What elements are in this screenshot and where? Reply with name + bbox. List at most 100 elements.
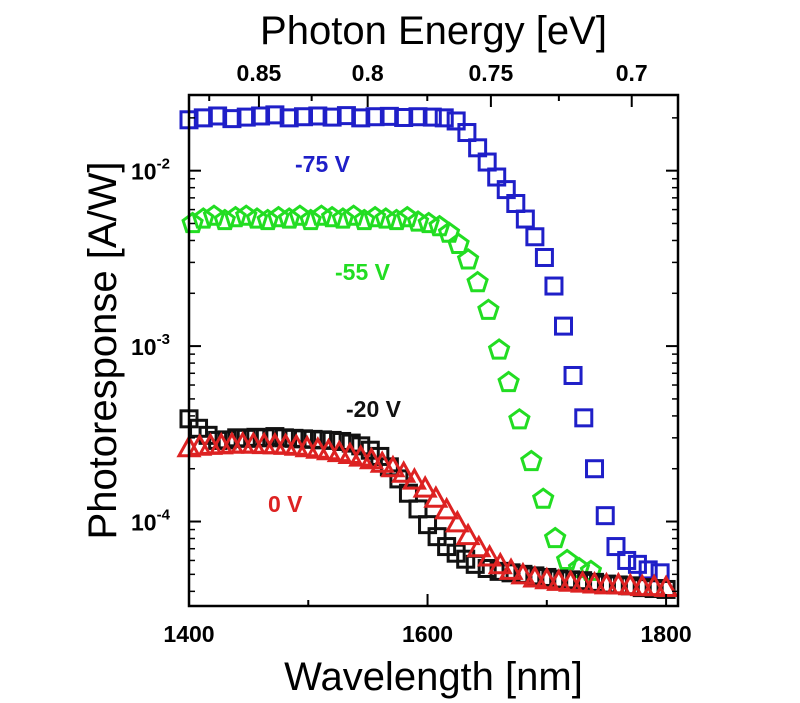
- point-pentagon-55vv: [477, 298, 500, 320]
- x-tick-label: 1400: [163, 621, 214, 647]
- y-tick-label: 10-4: [131, 507, 171, 536]
- point-square-75vv: [379, 106, 399, 126]
- point-pentagon-55vv: [555, 548, 579, 570]
- point-square-75vv: [193, 108, 213, 128]
- point-triangle-0vv: [641, 573, 667, 597]
- point-triangle-0vv: [326, 439, 352, 463]
- point-triangle-0vv: [401, 467, 427, 490]
- point-square-75vv: [279, 108, 299, 128]
- point-pentagon-55vv: [487, 338, 511, 360]
- point-pentagon-55vv: [456, 248, 480, 270]
- point-square-75vv: [574, 408, 594, 428]
- point-pentagon-55vv: [181, 211, 204, 234]
- x-axis-title: Wavelength [nm]: [284, 655, 583, 699]
- point-triangle-0vv: [358, 446, 385, 470]
- point-triangle-0vv: [337, 441, 363, 464]
- axes: 1400 1600 1800 0.85 0.8 0.75 0.7 10-4 10-3 10-2: [131, 60, 692, 647]
- point-triangle-0vv: [629, 573, 655, 597]
- point-square-75vv: [544, 276, 564, 296]
- point-square-75vv: [336, 106, 356, 126]
- x2-tick-label: 0.7: [616, 60, 648, 86]
- series-label: -55 V: [335, 259, 391, 285]
- point-square-75vv: [617, 550, 637, 570]
- point-square-75vv: [422, 107, 442, 127]
- point-triangle-0vv: [558, 569, 584, 592]
- point-triangle-0vv: [487, 551, 513, 575]
- point-square-20vv: [456, 549, 476, 569]
- point-square-20vv: [351, 436, 371, 456]
- point-square-75vv: [236, 107, 256, 127]
- point-square-75vv: [322, 107, 342, 127]
- point-triangle-0vv: [534, 566, 560, 590]
- point-pentagon-55vv: [267, 205, 290, 228]
- point-square-20vv: [418, 515, 438, 535]
- point-square-75vv: [394, 107, 414, 127]
- point-pentagon-55vv: [224, 205, 247, 228]
- plot-area-frame: [187, 93, 680, 608]
- point-pentagon-55vv: [508, 407, 531, 430]
- point-square-75vv: [293, 107, 313, 127]
- point-triangle-0vv: [522, 564, 548, 588]
- point-triangle-0vv: [570, 569, 596, 593]
- point-square-20vv: [427, 527, 447, 547]
- point-square-75vv: [446, 111, 466, 131]
- point-pentagon-55vv: [531, 487, 555, 509]
- x-tick-label: 1600: [402, 621, 453, 647]
- point-triangle-0vv: [466, 534, 492, 558]
- point-square-75vv: [468, 138, 488, 158]
- point-triangle-0vv: [412, 475, 438, 498]
- point-pentagon-55vv: [213, 208, 237, 231]
- point-triangle-0vv: [581, 570, 608, 594]
- point-triangle-0vv: [617, 572, 643, 596]
- point-triangle-0vv: [510, 561, 536, 585]
- point-pentagon-55vv: [497, 370, 520, 393]
- point-triangle-0vv: [477, 543, 503, 567]
- point-square-20vv: [341, 433, 361, 453]
- point-square-75vv: [506, 193, 526, 213]
- point-pentagon-55vv: [331, 207, 355, 229]
- x2-tick-label: 0.85: [237, 60, 282, 86]
- point-triangle-0vv: [315, 437, 342, 461]
- point-square-75vv: [408, 107, 428, 127]
- point-triangle-0vv: [369, 450, 395, 473]
- point-triangle-0vv: [498, 557, 524, 580]
- point-square-75vv: [251, 106, 271, 126]
- point-pentagon-55vv: [447, 232, 470, 254]
- point-pentagon-55vv: [520, 449, 543, 472]
- point-pentagon-55vv: [192, 207, 215, 229]
- y-axis-title: Photoresponse [A/W]: [81, 162, 125, 540]
- x-tick-label: 1800: [640, 621, 691, 647]
- point-square-75vv: [534, 247, 554, 267]
- point-pentagon-55vv: [385, 208, 408, 231]
- point-square-75vv: [477, 152, 497, 172]
- point-square-75vv: [595, 506, 615, 526]
- point-pentagon-55vv: [406, 210, 430, 232]
- y-tick-label: 10-2: [131, 156, 170, 185]
- point-triangle-0vv: [380, 454, 406, 478]
- point-pentagon-55vv: [256, 208, 279, 231]
- point-pentagon-55vv: [374, 207, 398, 229]
- x2-axis-title: Photon Energy [eV]: [260, 9, 607, 53]
- point-square-75vv: [208, 106, 228, 126]
- point-square-20vv: [408, 499, 428, 519]
- point-triangle-0vv: [605, 571, 631, 595]
- point-triangle-0vv: [444, 509, 470, 533]
- point-square-75vv: [563, 365, 583, 385]
- point-square-75vv: [496, 180, 516, 200]
- point-triangle-0vv: [391, 460, 417, 483]
- point-triangle-0vv: [423, 485, 449, 508]
- point-triangle-0vv: [593, 571, 619, 595]
- point-pentagon-55vv: [466, 270, 489, 293]
- y-tick-label: 10-3: [131, 331, 170, 360]
- series-annotations: -75 V -55 V -20 V 0 V: [268, 151, 402, 517]
- point-triangle-0vv: [546, 568, 572, 591]
- point-pentagon-55vv: [299, 208, 322, 231]
- point-triangle-0vv: [455, 522, 481, 546]
- point-square-75vv: [308, 106, 328, 126]
- series-label: -20 V: [346, 396, 402, 422]
- point-pentagon-55vv: [363, 205, 387, 228]
- point-square-20vv: [477, 558, 497, 578]
- x2-tick-label: 0.8: [352, 60, 384, 86]
- point-square-75vv: [606, 537, 626, 557]
